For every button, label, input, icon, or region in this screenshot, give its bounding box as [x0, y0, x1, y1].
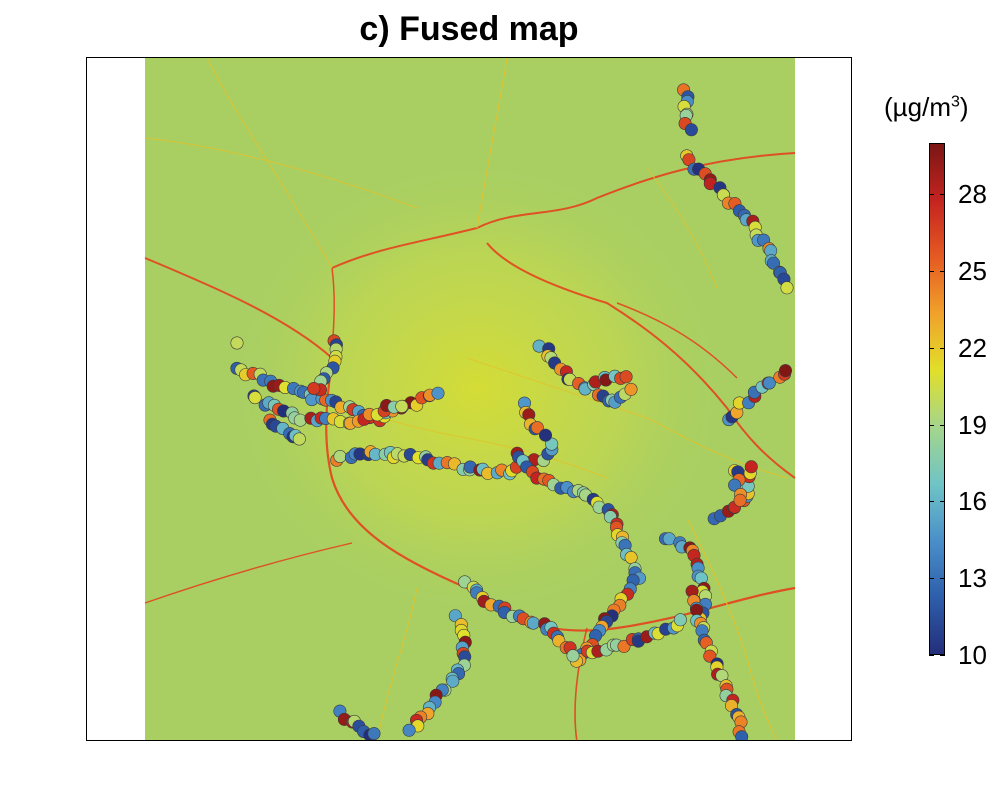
colorbar-tick-label: 16 [958, 486, 987, 517]
measurement-point [292, 432, 306, 446]
measurement-point [766, 256, 780, 270]
colorbar-tick-mark [929, 501, 934, 503]
road [486, 242, 796, 479]
measurement-point [617, 639, 631, 653]
measurement-point [728, 478, 742, 492]
measurement-point [431, 386, 445, 400]
colorbar-tick-mark [940, 271, 945, 272]
measurement-point [248, 391, 262, 405]
colorbar-tick-label: 13 [958, 563, 987, 594]
road [574, 627, 588, 740]
measurement-point [735, 730, 749, 740]
colorbar-unit: (µg/m3) [884, 92, 969, 122]
colorbar-tick-mark [929, 655, 934, 656]
colorbar-tick-label: 28 [958, 179, 987, 210]
colorbar-tick-mark [940, 501, 945, 503]
colorbar-tick-mark [929, 271, 934, 272]
colorbar-tick-label: 10 [958, 640, 987, 670]
road [466, 357, 788, 479]
colorbar-tick-label: 22 [958, 332, 987, 363]
road [476, 58, 508, 229]
measurement-point [230, 336, 244, 350]
measurement-point [733, 493, 747, 507]
road [206, 58, 333, 269]
measurement-point [684, 123, 698, 137]
road-network [144, 58, 796, 740]
road [686, 517, 777, 740]
measurement-point [619, 370, 633, 384]
measurement-point [744, 460, 758, 474]
road [646, 167, 718, 289]
colorbar-tick-mark [929, 424, 934, 426]
measurement-point [307, 381, 321, 395]
colorbar-tick-mark [929, 194, 934, 196]
measurement-point [566, 649, 580, 663]
colorbar-tick-mark [940, 424, 945, 426]
fused-map-canvas [144, 58, 796, 740]
measurement-point [673, 613, 687, 627]
measurement-point [624, 550, 638, 564]
measurement-point [530, 421, 544, 435]
measurement-point [526, 616, 540, 630]
colorbar-tick-mark [929, 347, 934, 349]
measurement-point [778, 364, 792, 378]
measurement-point [624, 382, 638, 396]
road [616, 302, 738, 379]
measurement-point [293, 413, 307, 427]
measurement-point [367, 727, 381, 740]
measurement-points [230, 83, 794, 740]
colorbar-tick-mark [940, 578, 945, 580]
measurement-point [402, 723, 416, 737]
colorbar-tick-label: 25 [958, 256, 987, 286]
measurement-point [395, 399, 409, 413]
colorbar-tick-mark [940, 194, 945, 196]
measurement-point [545, 437, 559, 451]
map-frame [86, 57, 852, 741]
map-title: c) Fused map [359, 10, 579, 48]
measurement-point [762, 376, 776, 390]
measurement-point [333, 449, 347, 463]
measurement-point [446, 674, 460, 688]
measurement-point [780, 281, 794, 295]
colorbar-tick-mark [929, 578, 934, 580]
measurement-point [538, 428, 552, 442]
road [376, 587, 418, 740]
road [144, 257, 333, 359]
colorbar-tick-mark [940, 347, 945, 349]
colorbar-tick-mark [940, 655, 945, 656]
colorbar-tick-label: 19 [958, 409, 987, 440]
road [144, 542, 353, 604]
road [144, 137, 418, 209]
